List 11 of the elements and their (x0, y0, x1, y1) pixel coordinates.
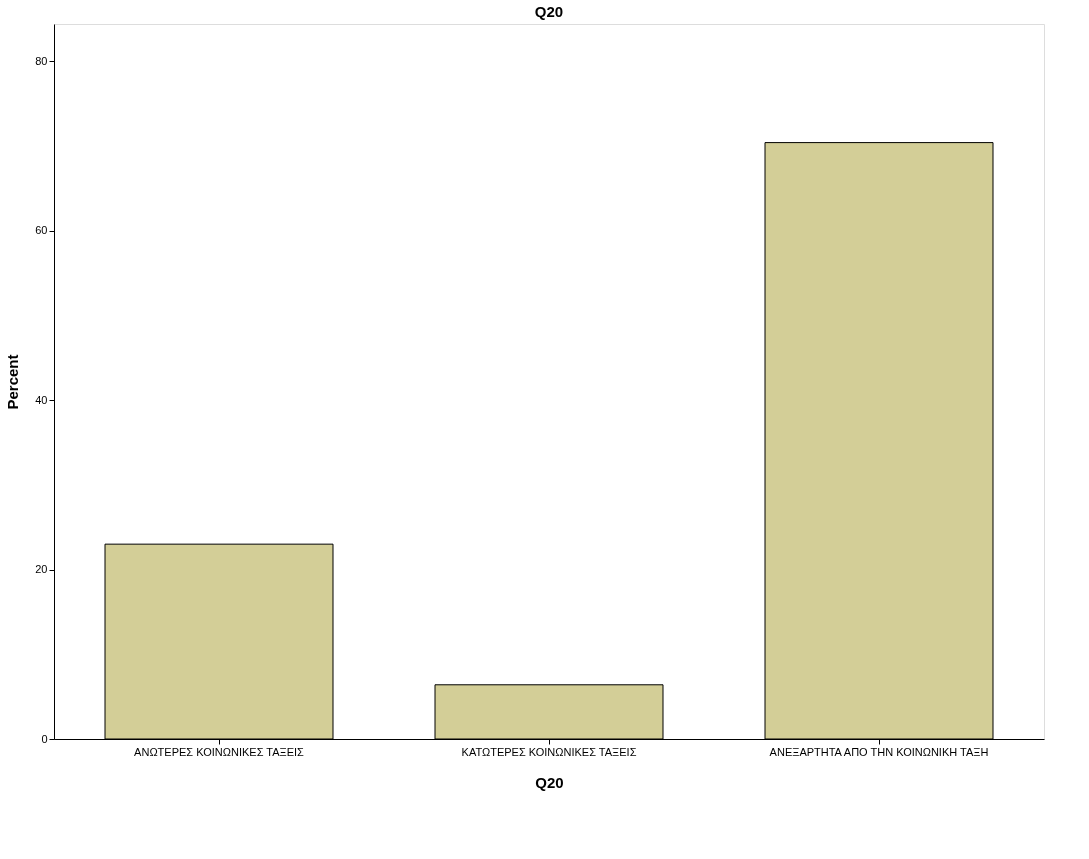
y-tick-label: 80 (35, 54, 48, 67)
x-tick-label: ΑΝΩΤΕΡΕΣ ΚΟΙΝΩΝΙΚΕΣ ΤΑΞΕΙΣ (134, 745, 305, 758)
chart-title: Q20 (534, 3, 564, 20)
y-tick-label: 60 (35, 224, 48, 237)
y-tick-label: 20 (35, 563, 48, 576)
y-axis-title: Percent (4, 354, 22, 410)
y-tick-label: 0 (41, 732, 48, 745)
x-axis-title: Q20 (535, 773, 564, 791)
x-tick-label: ΑΝΕΞΑΡΤΗΤΑ ΑΠΟ ΤΗΝ ΚΟΙΝΩΝΙΚΗ ΤΑΞΗ (769, 745, 989, 758)
y-tick-label: 40 (35, 393, 48, 406)
x-tick-label: ΚΑΤΩΤΕΡΕΣ ΚΟΙΝΩΝΙΚΕΣ ΤΑΞΕΙΣ (461, 745, 637, 758)
